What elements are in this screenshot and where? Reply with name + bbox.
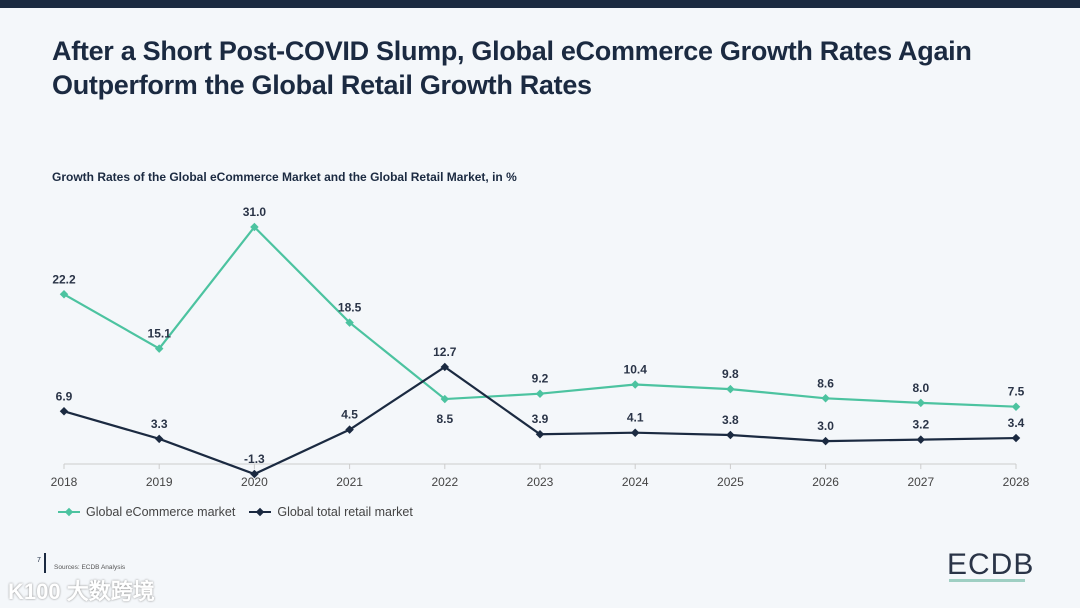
x-tick-label: 2022 — [431, 475, 458, 489]
ecdb-logo: ECDB — [947, 548, 1035, 581]
data-point — [345, 318, 354, 327]
data-label: 6.9 — [56, 389, 73, 403]
data-point — [535, 389, 545, 398]
watermark: K100 大数跨境 — [8, 579, 155, 604]
page-title: After a Short Post-COVID Slump, Global e… — [52, 36, 972, 100]
data-label: 9.8 — [722, 367, 739, 381]
data-point — [59, 407, 69, 416]
data-point — [250, 222, 259, 232]
x-tick-label: 2027 — [907, 475, 934, 489]
data-label: 12.7 — [433, 345, 457, 359]
page-number: 7 — [37, 557, 41, 564]
data-point — [154, 344, 164, 353]
data-point — [630, 380, 640, 389]
data-point — [630, 428, 640, 437]
data-point — [821, 436, 830, 446]
data-point — [1011, 433, 1021, 443]
data-label: 9.2 — [532, 372, 549, 386]
data-point — [535, 429, 545, 439]
legend: Global eCommerce market Global total ret… — [58, 505, 413, 519]
data-point — [440, 362, 450, 372]
data-label: 31.0 — [243, 205, 267, 219]
data-label: -1.3 — [244, 452, 265, 466]
data-point — [59, 290, 69, 299]
data-point — [250, 469, 259, 479]
x-tick-label: 2028 — [1003, 475, 1030, 489]
data-label: 8.5 — [436, 412, 453, 426]
data-point — [154, 434, 164, 444]
data-point — [1011, 402, 1021, 411]
x-tick-label: 2024 — [622, 475, 649, 489]
logo-underline — [949, 579, 1025, 582]
data-label: 3.2 — [912, 418, 929, 432]
data-label: 22.2 — [52, 272, 76, 286]
x-tick-label: 2019 — [146, 475, 173, 489]
data-label: 10.4 — [624, 363, 648, 377]
data-label: 3.0 — [817, 419, 834, 433]
data-point — [440, 394, 450, 404]
data-label: 15.1 — [148, 327, 172, 341]
data-label: 7.5 — [1008, 385, 1025, 399]
data-label: 8.0 — [912, 381, 929, 395]
x-tick-label: 2018 — [51, 475, 78, 489]
data-label: 3.9 — [532, 412, 549, 426]
data-label: 4.1 — [627, 411, 644, 425]
divider — [44, 553, 46, 573]
data-label: 3.4 — [1008, 416, 1025, 430]
data-point — [821, 394, 830, 403]
x-tick-label: 2026 — [812, 475, 839, 489]
data-label: 18.5 — [338, 301, 362, 315]
sources: Sources: ECDB Analysis — [54, 564, 126, 571]
x-tick-label: 2021 — [336, 475, 363, 489]
top-bar — [0, 0, 1080, 8]
data-point — [345, 425, 354, 434]
data-point — [726, 430, 735, 440]
data-point — [916, 398, 926, 408]
data-label: 3.8 — [722, 413, 739, 427]
data-point — [916, 435, 926, 444]
data-label: 8.6 — [817, 376, 834, 390]
x-tick-label: 2025 — [717, 475, 744, 489]
x-tick-label: 2023 — [527, 475, 554, 489]
data-point — [726, 384, 735, 394]
legend-retail: Global total retail market — [249, 505, 413, 519]
legend-ecommerce: Global eCommerce market — [58, 505, 235, 519]
x-tick-label: 2020 — [241, 475, 268, 489]
data-label: 3.3 — [151, 417, 168, 431]
data-label: 4.5 — [341, 408, 358, 422]
chart-title: Growth Rates of the Global eCommerce Mar… — [52, 170, 517, 184]
